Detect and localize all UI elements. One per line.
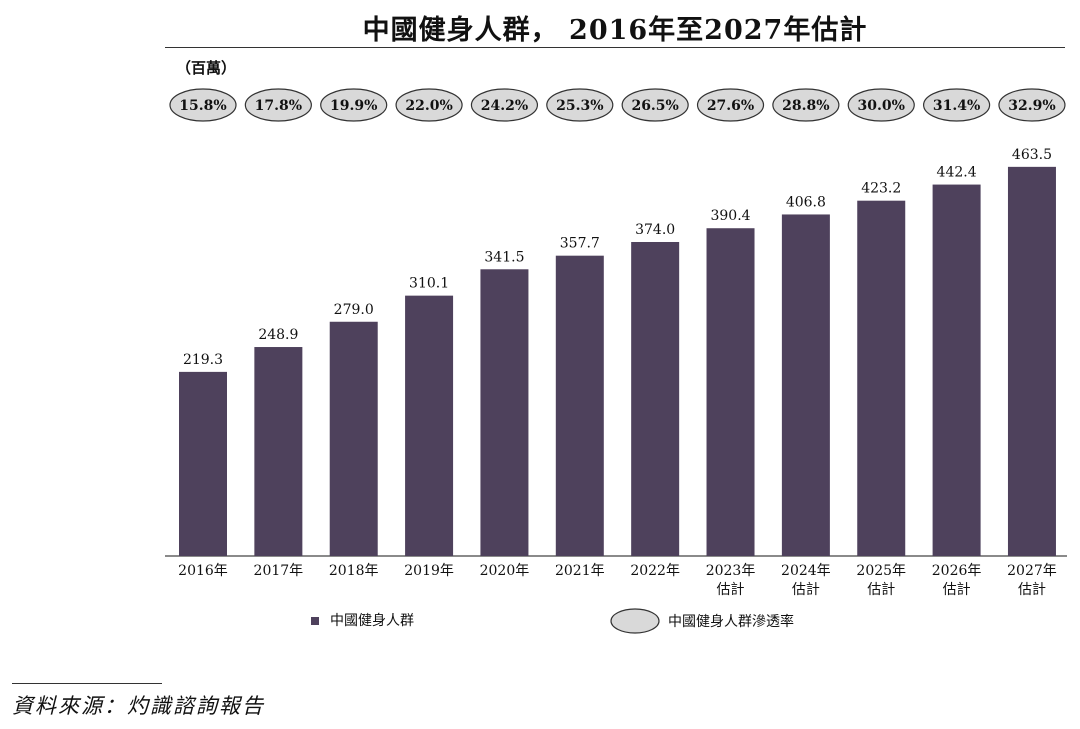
x-tick-label: 2023年 [706,563,756,579]
bar [179,371,227,556]
bar-value-label: 357.7 [560,236,600,252]
bar [1007,166,1056,556]
x-tick-label: 2027年 [1007,563,1057,579]
legend-rate-swatch [610,608,660,634]
x-tick-label: 2016年 [178,563,228,579]
rate-ellipse [169,88,237,122]
bar [405,295,454,556]
x-tick-label: 估計 [867,582,895,598]
rate-ellipse [470,88,539,122]
bar-value-label: 310.1 [409,276,449,292]
rate-label: 26.5% [631,98,678,114]
x-tick-label: 2020年 [480,563,530,579]
rate-label: 22.0% [405,98,452,114]
bar [631,241,680,556]
bar-value-label: 423.2 [861,181,901,197]
rate-label: 25.3% [556,98,603,114]
rate-label: 24.2% [481,98,528,114]
bar-value-label: 442.4 [937,165,977,181]
bar [254,347,303,556]
x-tick-label: 2019年 [404,563,454,579]
x-tick-label: 2026年 [932,563,982,579]
x-tick-label: 估計 [717,582,745,598]
title-divider [165,47,1065,48]
bar-value-label: 219.3 [183,352,223,368]
x-tick-label: 2024年 [781,563,831,579]
x-tick-label: 2021年 [555,563,605,579]
bar-value-label: 463.5 [1012,147,1052,163]
rate-ellipse [847,88,915,122]
rate-label: 27.6% [707,98,754,114]
rate-ellipse [395,88,463,122]
bar-value-label: 390.4 [710,208,750,224]
bar-value-label: 279.0 [334,302,374,318]
x-tick-label: 2018年 [329,563,379,579]
legend-bar-label: 中國健身人群 [330,613,414,629]
x-tick-label: 2025年 [856,563,906,579]
rate-ellipse [546,88,614,122]
x-tick-label: 估計 [792,582,820,598]
bar [857,200,906,556]
rate-ellipse [621,88,689,122]
rate-ellipse [772,88,840,122]
source-divider [12,683,162,684]
x-tick-label: 2017年 [254,563,304,579]
rate-label: 32.9% [1008,98,1055,114]
rate-label: 28.8% [782,98,829,114]
rate-ellipse [922,88,991,122]
x-tick-label: 估計 [1018,582,1046,598]
rate-ellipse [998,88,1066,122]
bar [781,214,830,556]
rate-ellipse [696,88,765,122]
rate-ellipse [244,88,312,122]
bar [329,321,378,556]
legend-bar-swatch [311,617,319,625]
chart-title: 中國健身人群， 2016年至2027年估計 [362,15,868,46]
rate-label: 15.8% [179,98,226,114]
legend-rate-label: 中國健身人群滲透率 [668,613,794,630]
x-tick-label: 2022年 [630,563,680,579]
rate-label: 31.4% [933,98,980,114]
bar [480,269,529,556]
source-note: 資料來源：灼識諮詢報告 [12,694,265,718]
bar [555,255,604,557]
rate-label: 17.8% [255,98,302,114]
rate-ellipse [320,88,388,122]
bar [932,184,981,556]
bar [706,228,755,556]
rate-label: 19.9% [330,98,377,114]
bar-value-label: 374.0 [635,222,675,238]
bar-value-label: 341.5 [484,249,524,265]
x-tick-label: 估計 [943,582,971,598]
bar-value-label: 406.8 [786,194,826,210]
bar-value-label: 248.9 [258,327,298,343]
rate-label: 30.0% [858,98,905,114]
unit-label: （百萬） [176,59,237,77]
